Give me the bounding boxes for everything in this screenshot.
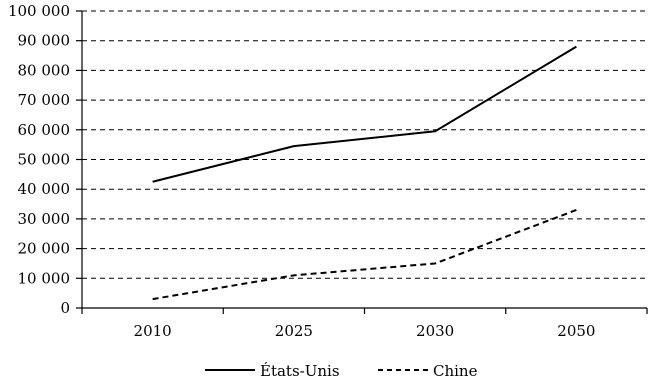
y-tick-label: 20 000 [18,240,71,258]
x-tick-label: 2010 [134,322,172,340]
y-tick-label: 60 000 [18,121,71,139]
legend-label-chine: Chine [433,362,478,380]
y-tick-label: 100 000 [8,2,70,20]
y-tick-label: 40 000 [18,180,71,198]
y-tick-label: 50 000 [18,151,71,169]
y-tick-label: 0 [60,299,70,317]
series-line-chine [152,209,577,301]
x-ticks: 2010 2025 2030 2050 [81,308,648,340]
y-tick-label: 10 000 [18,269,71,287]
y-tick-label: 80 000 [18,61,71,79]
series-lines [152,45,577,301]
y-ticks: 0 10 000 20 000 30 000 40 000 50 000 60 000 70 … [8,2,82,317]
x-tick-label: 2050 [557,322,595,340]
legend-label-etats-unis: États-Unis [260,362,340,380]
x-tick-label: 2030 [416,322,454,340]
grid-lines [82,10,647,279]
y-tick-label: 90 000 [18,32,71,50]
y-tick-label: 70 000 [18,91,71,109]
legend: États-Unis Chine [205,362,478,380]
y-tick-label: 30 000 [18,210,71,228]
x-tick-label: 2025 [275,322,313,340]
series-line-etats-unis [152,45,577,183]
